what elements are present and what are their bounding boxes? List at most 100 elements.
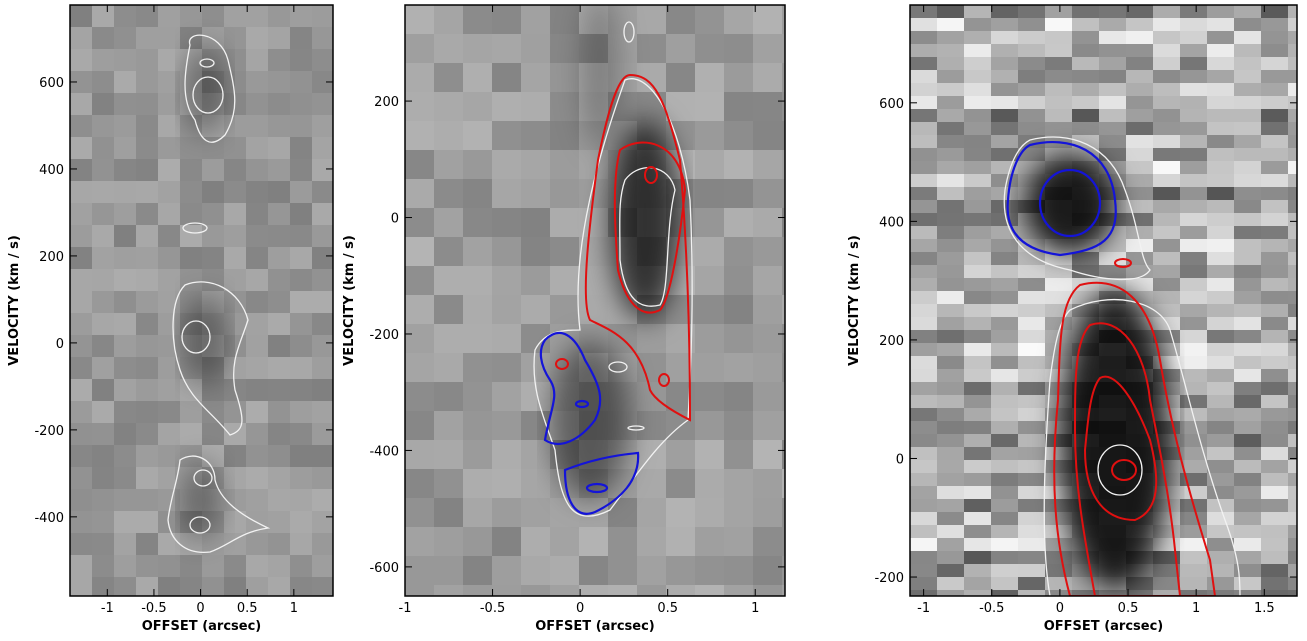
pixel (1180, 5, 1208, 19)
pixel (246, 137, 269, 160)
pixel (1126, 278, 1154, 292)
pixel (695, 498, 725, 528)
pixel (910, 434, 938, 448)
pixel (290, 115, 313, 138)
pixel (521, 295, 551, 325)
pixel (1207, 252, 1235, 266)
pixel (753, 266, 783, 296)
pixel (1288, 174, 1297, 188)
pixel (695, 179, 725, 209)
pixel (1153, 57, 1181, 71)
pixel (1207, 395, 1235, 409)
pixel (1045, 278, 1073, 292)
pixel (1153, 551, 1181, 565)
pixel (114, 401, 137, 424)
pixel (724, 382, 754, 412)
pixel (964, 447, 992, 461)
pixel (1234, 473, 1262, 487)
pixel (1153, 564, 1181, 578)
pixel (158, 401, 181, 424)
pixel (1018, 434, 1046, 448)
pixel (1207, 356, 1235, 370)
pixel (964, 538, 992, 552)
pixel (70, 577, 93, 596)
pixel (70, 71, 93, 94)
pixel (782, 63, 785, 93)
pixel (937, 122, 965, 136)
pixel (782, 266, 785, 296)
pixel (312, 5, 333, 28)
pixel (268, 313, 291, 336)
pixel (434, 208, 464, 238)
pixel (1072, 18, 1100, 32)
pixel (1288, 226, 1297, 240)
pixel (434, 353, 464, 383)
pixel (964, 512, 992, 526)
pixel (1207, 187, 1235, 201)
pixel (937, 174, 965, 188)
pixel (1153, 109, 1181, 123)
pixel (268, 533, 291, 556)
pixel (521, 5, 551, 35)
pixel (937, 187, 965, 201)
pixel (1018, 304, 1046, 318)
pixel (492, 527, 522, 557)
pixel (991, 31, 1019, 45)
pixel (937, 109, 965, 123)
pixel (695, 208, 725, 238)
pixel (1234, 96, 1262, 110)
pixel (1018, 460, 1046, 474)
pixel (550, 527, 580, 557)
pixel (92, 71, 115, 94)
pixel (268, 555, 291, 578)
pixel (910, 187, 938, 201)
pixel (991, 148, 1019, 162)
pixel (312, 401, 333, 424)
pixel (1018, 122, 1046, 136)
pixel (1153, 213, 1181, 227)
pixel (246, 357, 269, 380)
pixel (1153, 291, 1181, 305)
pixel (434, 498, 464, 528)
y-tick-label: -200 (369, 328, 399, 343)
pixel (70, 379, 93, 402)
pixel (136, 423, 159, 446)
pixel (753, 585, 783, 596)
pixel (937, 356, 965, 370)
pixel (1153, 18, 1181, 32)
pixel (1234, 577, 1262, 591)
pixel (1207, 369, 1235, 383)
pixel (180, 401, 203, 424)
pixel (114, 71, 137, 94)
pixel (782, 382, 785, 412)
pixel (268, 357, 291, 380)
pixel (753, 382, 783, 412)
pixel (1045, 5, 1073, 19)
pixel (463, 34, 493, 64)
pixel (290, 203, 313, 226)
pixel (1207, 161, 1235, 175)
pixel (550, 556, 580, 586)
pixel (434, 179, 464, 209)
pixel (991, 83, 1019, 97)
pixel (312, 555, 333, 578)
pixel (991, 395, 1019, 409)
plot-frame (404, 4, 786, 597)
pixel (1288, 369, 1297, 383)
x-tick-label: -1 (917, 601, 930, 616)
x-tick-label: 0.5 (1118, 601, 1139, 616)
pixel (937, 239, 965, 253)
pixel (1288, 304, 1297, 318)
y-tick-label: 200 (39, 250, 64, 265)
pixel (492, 324, 522, 354)
pixel (434, 585, 464, 596)
pixel (1288, 447, 1297, 461)
pixel (1207, 317, 1235, 331)
pixel (937, 252, 965, 266)
pixel (964, 122, 992, 136)
pixel (521, 469, 551, 499)
pixel (114, 533, 137, 556)
pixel (92, 247, 115, 270)
pixel (1288, 265, 1297, 279)
pixel (964, 148, 992, 162)
